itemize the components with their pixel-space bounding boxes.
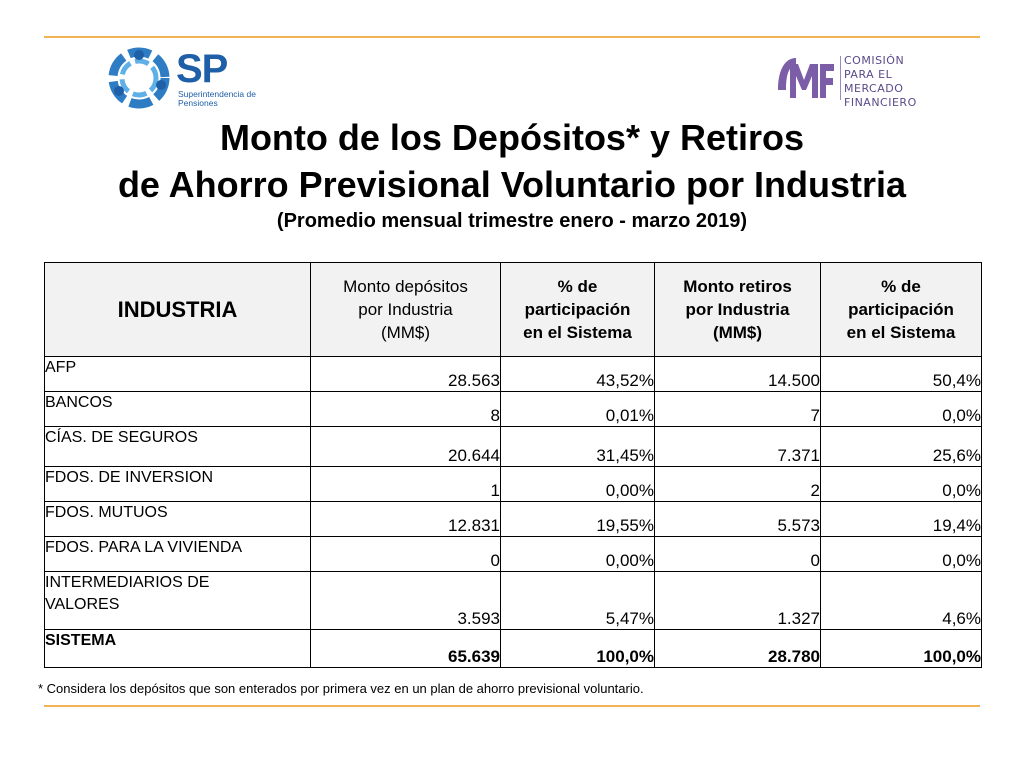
row-industry-name: FDOS. DE INVERSION	[44, 466, 311, 502]
page-subtitle: (Promedio mensual trimestre enero - marz…	[276, 210, 748, 232]
row-withdrawal-pct: 0,0%	[820, 391, 982, 427]
total-name: SISTEMA	[44, 629, 311, 668]
sp-people-circle-icon	[108, 47, 170, 109]
row-deposit-amount: 20.644	[310, 426, 501, 467]
row-industry-name: INTERMEDIARIOS DE VALORES	[44, 571, 311, 630]
row-withdrawal-amount: 0	[654, 536, 821, 572]
page-title-line2: de Ahorro Previsional Voluntario por Ind…	[117, 164, 907, 205]
row-withdrawal-pct: 4,6%	[820, 571, 982, 630]
header-pct-retiros: % de participación en el Sistema	[820, 262, 982, 357]
table-row: FDOS. MUTUOS 12.831 19,55% 5.573 19,4%	[44, 501, 982, 537]
header-line: Monto depósitos	[343, 277, 468, 296]
row-deposit-amount: 3.593	[310, 571, 501, 630]
row-withdrawal-pct: 50,4%	[820, 356, 982, 392]
row-deposit-pct: 31,45%	[500, 426, 655, 467]
table-row: BANCOS 8 0,01% 7 0,0%	[44, 391, 982, 427]
row-deposit-pct: 0,00%	[500, 466, 655, 502]
row-deposit-amount: 12.831	[310, 501, 501, 537]
row-withdrawal-amount: 7	[654, 391, 821, 427]
header-monto-depositos: Monto depósitos por Industria (MM$)	[310, 262, 501, 357]
header-industria-label: INDUSTRIA	[117, 297, 238, 322]
header-line: por Industria	[358, 300, 453, 319]
row-industry-name-line2: VALORES	[45, 596, 120, 613]
total-withdrawal-pct: 100,0%	[820, 629, 982, 668]
header-line: participación	[524, 300, 631, 319]
table-row: FDOS. PARA LA VIVIENDA 0 0,00% 0 0,0%	[44, 536, 982, 572]
row-withdrawal-pct: 25,6%	[820, 426, 982, 467]
row-deposit-pct: 0,00%	[500, 536, 655, 572]
table-row: AFP 28.563 43,52% 14.500 50,4%	[44, 356, 982, 392]
cmf-text-line1: COMISIÓN	[844, 54, 905, 67]
table-row: FDOS. DE INVERSION 1 0,00% 2 0,0%	[44, 466, 982, 502]
total-withdrawal-amount: 28.780	[654, 629, 821, 668]
row-withdrawal-amount: 14.500	[654, 356, 821, 392]
header-line: (MM$)	[380, 323, 431, 342]
row-deposit-amount: 0	[310, 536, 501, 572]
cmf-text-line3: FINANCIERO	[844, 96, 917, 109]
row-industry-name: CÍAS. DE SEGUROS	[44, 426, 311, 467]
page-title-line1: Monto de los Depósitos* y Retiros	[219, 117, 805, 158]
row-withdrawal-amount: 2	[654, 466, 821, 502]
total-deposit-pct: 100,0%	[500, 629, 655, 668]
header-line: (MM$)	[712, 323, 763, 342]
sp-logo-letters: SP	[176, 47, 228, 91]
header-line: % de	[881, 277, 921, 296]
row-deposit-pct: 0,01%	[500, 391, 655, 427]
table-total-row: SISTEMA 65.639 100,0% 28.780 100,0%	[44, 629, 982, 668]
header-line: participación	[848, 300, 954, 319]
row-deposit-amount: 1	[310, 466, 501, 502]
header-line: en el Sistema	[523, 323, 632, 342]
row-deposit-amount: 28.563	[310, 356, 501, 392]
cmf-separator	[840, 56, 841, 100]
sp-subtitle-line2: Pensiones	[178, 98, 218, 108]
table-row: INTERMEDIARIOS DE VALORES 3.593 5,47% 1.…	[44, 571, 982, 630]
row-withdrawal-amount: 1.327	[654, 571, 821, 630]
table-row: CÍAS. DE SEGUROS 20.644 31,45% 7.371 25,…	[44, 426, 982, 467]
cmf-text-line2: PARA EL MERCADO	[844, 68, 904, 95]
header-line: por Industria	[685, 300, 790, 319]
header-pct-depositos: % de participación en el Sistema	[500, 262, 655, 357]
header-line: en el Sistema	[846, 323, 956, 342]
row-deposit-pct: 19,55%	[500, 501, 655, 537]
cmf-mark-icon	[778, 58, 834, 98]
header-industria: INDUSTRIA	[44, 262, 311, 357]
cmf-logo: COMISIÓN PARA EL MERCADO FINANCIERO	[776, 46, 946, 110]
sp-logo: SP Superintendencia de Pensiones	[106, 45, 266, 113]
sp-subtitle-line1: Superintendencia de	[178, 89, 256, 99]
row-withdrawal-amount: 5.573	[654, 501, 821, 537]
header-monto-retiros: Monto retiros por Industria (MM$)	[654, 262, 821, 357]
row-deposit-pct: 5,47%	[500, 571, 655, 630]
top-rule	[44, 36, 980, 38]
row-deposit-pct: 43,52%	[500, 356, 655, 392]
industry-table: INDUSTRIA Monto depósitos por Industria …	[44, 262, 982, 668]
row-withdrawal-pct: 0,0%	[820, 536, 982, 572]
total-deposit-amount: 65.639	[310, 629, 501, 668]
row-industry-name: AFP	[44, 356, 311, 392]
footnote: * Considera los depósitos que son entera…	[38, 681, 644, 696]
row-industry-name-line1: INTERMEDIARIOS DE	[45, 574, 210, 591]
bottom-rule	[44, 705, 980, 707]
row-withdrawal-pct: 19,4%	[820, 501, 982, 537]
row-withdrawal-amount: 7.371	[654, 426, 821, 467]
row-industry-name: FDOS. PARA LA VIVIENDA	[44, 536, 311, 572]
cmf-logo-text: COMISIÓN PARA EL MERCADO FINANCIERO	[844, 54, 946, 110]
header-line: % de	[557, 277, 598, 296]
row-industry-name: BANCOS	[44, 391, 311, 427]
row-withdrawal-pct: 0,0%	[820, 466, 982, 502]
row-industry-name: FDOS. MUTUOS	[44, 501, 311, 537]
sp-logo-subtitle: Superintendencia de Pensiones	[178, 90, 256, 108]
table-header-row: INDUSTRIA Monto depósitos por Industria …	[44, 262, 982, 357]
row-deposit-amount: 8	[310, 391, 501, 427]
header-line: Monto retiros	[683, 277, 792, 296]
